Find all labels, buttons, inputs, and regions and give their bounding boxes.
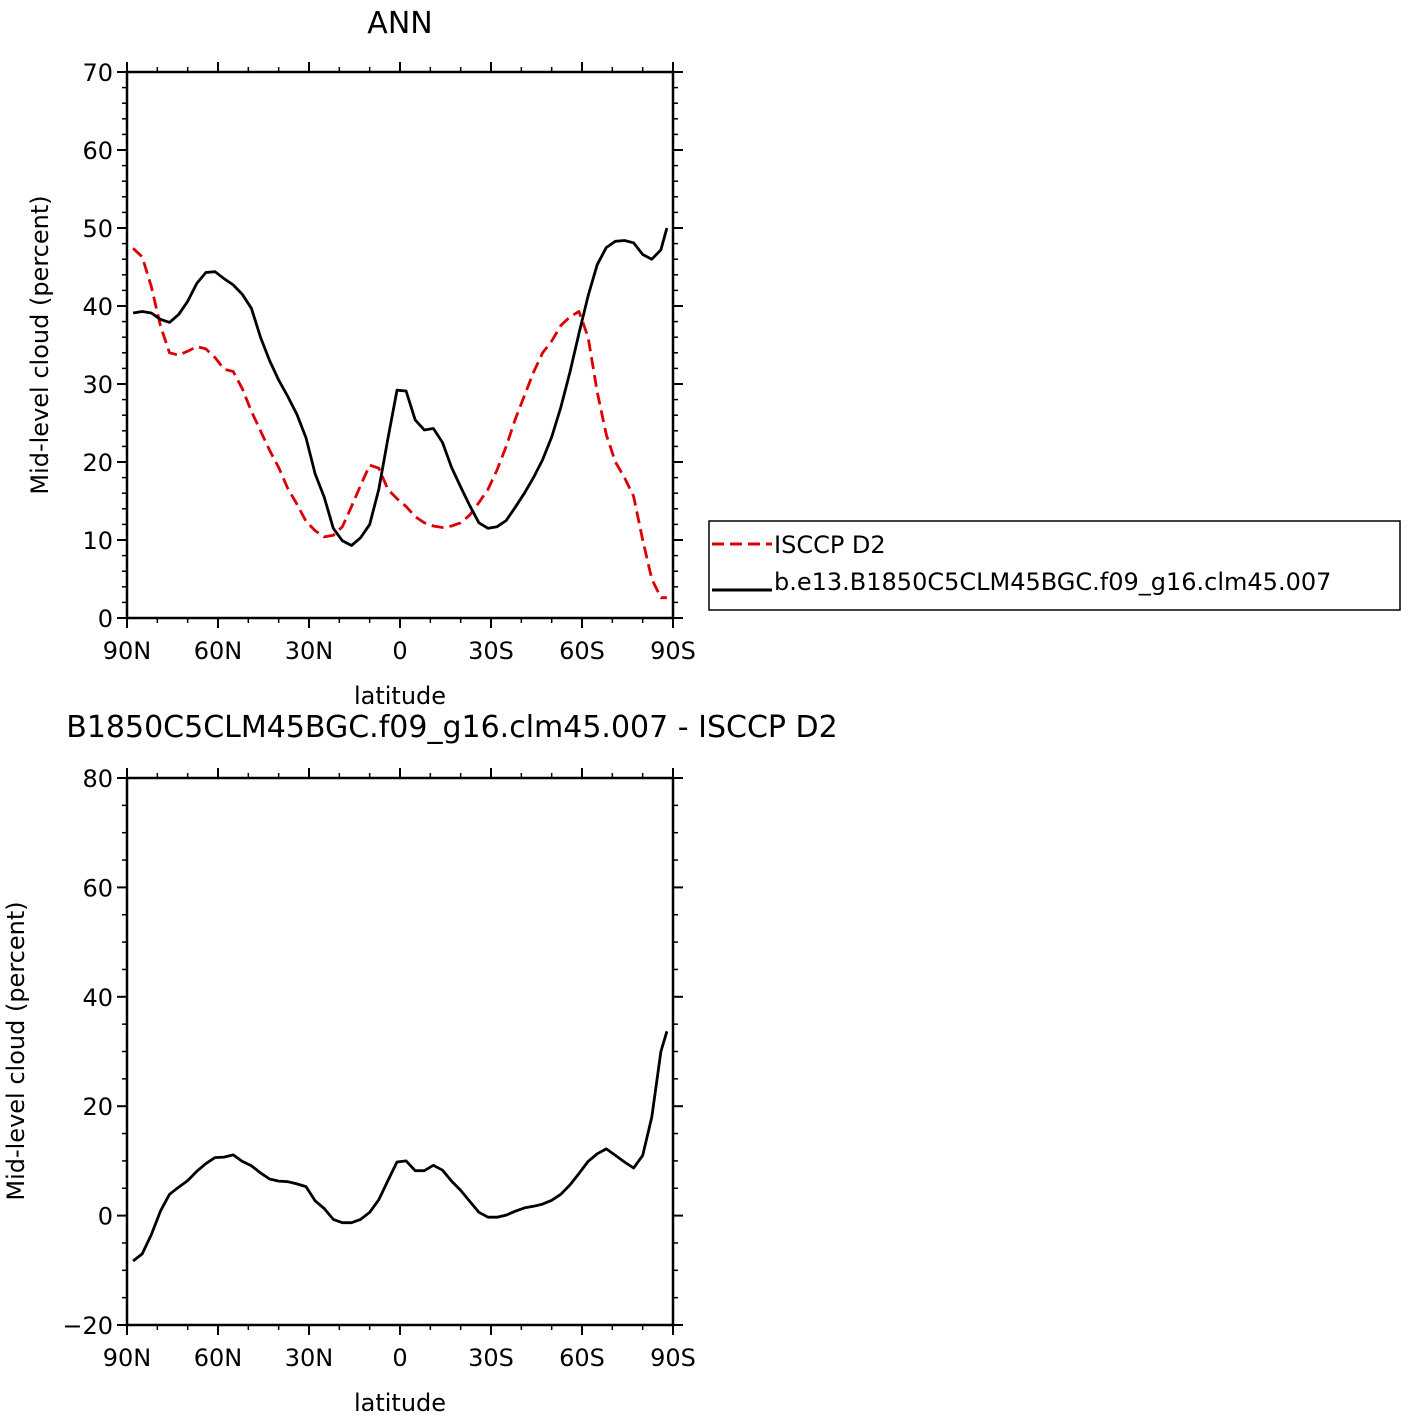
series-line-top-1 <box>132 227 669 547</box>
y-tick-label: 0 <box>98 1203 113 1231</box>
y-tick-label: 50 <box>82 215 113 243</box>
series-line-bottom-0 <box>132 1030 669 1263</box>
legend: ISCCP D2 b.e13.B1850C5CLM45BGC.f09_g16.c… <box>708 520 1401 611</box>
x-tick-label: 90S <box>650 637 696 665</box>
series-line-top-0 <box>132 247 667 600</box>
y-axis-label-top: Mid-level cloud (percent) <box>26 195 54 494</box>
y-tick-label: 70 <box>82 59 113 87</box>
chart-title-bottom: B1850C5CLM45BGC.f09_g16.clm45.007 - ISCC… <box>66 710 837 745</box>
x-tick-label: 90N <box>103 637 152 665</box>
x-tick-label: 0 <box>392 1344 407 1372</box>
y-tick-label: 40 <box>82 293 113 321</box>
y-tick-label: 60 <box>82 874 113 902</box>
x-tick-label: 90N <box>103 1344 152 1372</box>
legend-box <box>708 520 1401 611</box>
x-tick-label: 30S <box>468 1344 514 1372</box>
y-tick-label: −20 <box>62 1312 113 1340</box>
chart-title-top: ANN <box>367 6 432 41</box>
y-tick-label: 20 <box>82 449 113 477</box>
x-tick-label: 90S <box>650 1344 696 1372</box>
y-tick-label: 20 <box>82 1093 113 1121</box>
y-tick-label: 80 <box>82 765 113 793</box>
x-tick-label: 30N <box>285 637 334 665</box>
x-tick-label: 60N <box>194 637 243 665</box>
legend-label-model: b.e13.B1850C5CLM45BGC.f09_g16.clm45.007 <box>774 568 1331 596</box>
x-tick-label: 60S <box>559 1344 605 1372</box>
x-axis-label-top: latitude <box>354 682 446 710</box>
y-tick-label: 60 <box>82 137 113 165</box>
plot-frame-bottom <box>125 776 675 1327</box>
x-tick-label: 60S <box>559 637 605 665</box>
x-tick-label: 60N <box>194 1344 243 1372</box>
y-tick-label: 40 <box>82 984 113 1012</box>
x-tick-label: 30N <box>285 1344 334 1372</box>
y-tick-label: 30 <box>82 371 113 399</box>
plot-frame-top <box>125 70 675 620</box>
legend-label-isccp: ISCCP D2 <box>774 531 886 559</box>
x-tick-label: 30S <box>468 637 514 665</box>
y-axis-label-bottom: Mid-level cloud (percent) <box>2 901 30 1200</box>
chart-panel-bottom: B1850C5CLM45BGC.f09_g16.clm45.007 - ISCC… <box>2 710 838 1417</box>
y-tick-label: 10 <box>82 527 113 555</box>
chart-panel-top: ANN latitude Mid-level cloud (percent) 0… <box>26 6 696 710</box>
y-tick-label: 0 <box>98 605 113 633</box>
x-tick-label: 0 <box>392 637 407 665</box>
x-axis-label-bottom: latitude <box>354 1389 446 1417</box>
